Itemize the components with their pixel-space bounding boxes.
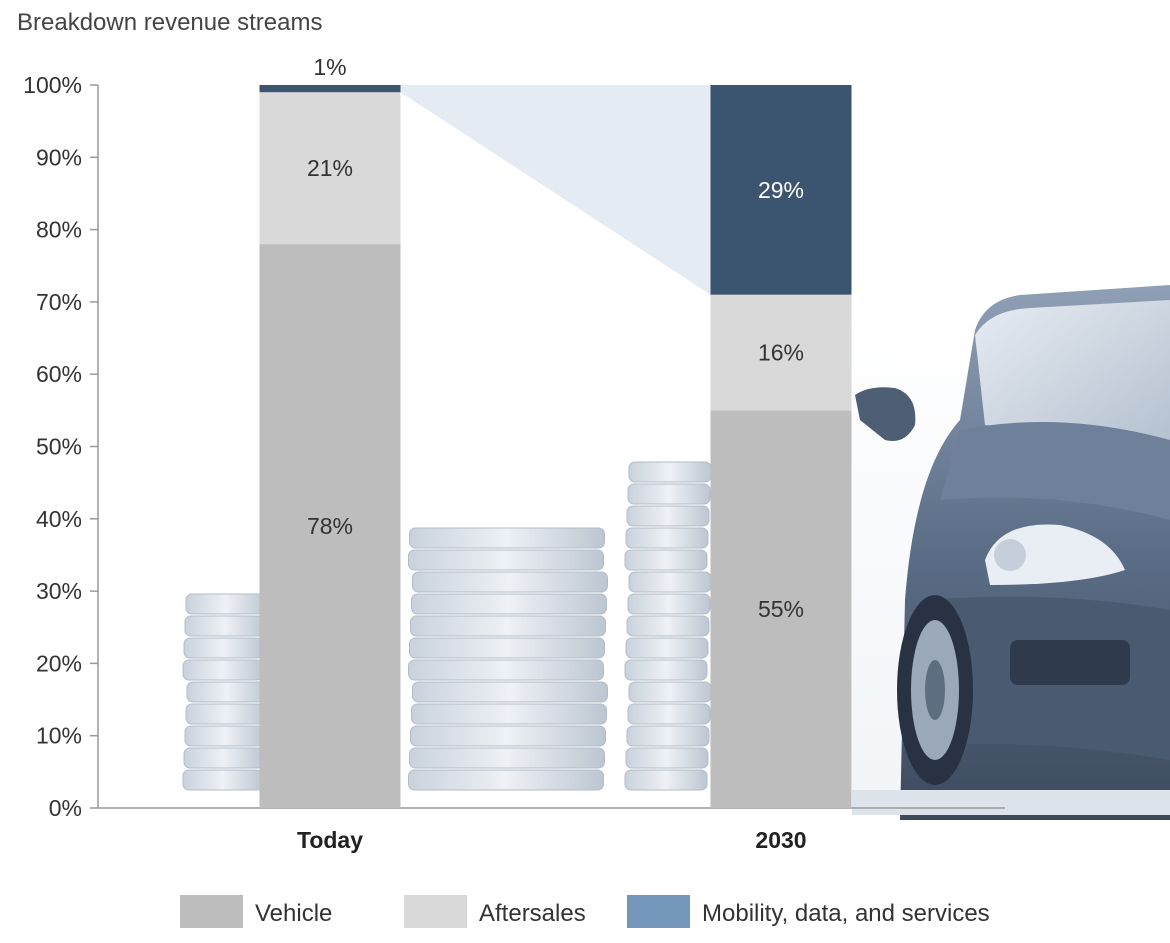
y-tick-label: 40% xyxy=(36,506,82,532)
y-tick-label: 90% xyxy=(36,144,82,170)
legend: Vehicle Aftersales Mobility, data, and ser… xyxy=(180,895,990,928)
legend-swatch xyxy=(627,895,690,928)
x-axis-labels: Today 2030 xyxy=(297,827,807,853)
bar-segment xyxy=(259,92,401,245)
data-label: 78% xyxy=(307,513,353,539)
coin-stack-right xyxy=(624,461,712,791)
y-tick-label: 80% xyxy=(36,217,82,243)
y-tick-label: 30% xyxy=(36,578,82,604)
mobility-connector xyxy=(400,85,711,295)
data-label: 55% xyxy=(758,596,804,622)
coin-stack-middle xyxy=(408,527,608,791)
bar-segment xyxy=(259,244,401,808)
data-label: 21% xyxy=(307,155,353,181)
car-illustration xyxy=(852,285,1170,820)
data-label: 16% xyxy=(758,340,804,366)
legend-label: Aftersales xyxy=(479,900,586,927)
y-axis: 0% 10% 20% 30% 40% 50% 60% 70% 80% 90% 100% xyxy=(23,72,1005,821)
y-tick-label: 70% xyxy=(36,289,82,315)
legend-label: Vehicle xyxy=(255,900,332,927)
bar-segment xyxy=(259,85,401,93)
legend-label: Mobility, data, and services xyxy=(702,900,990,927)
y-tick-label: 20% xyxy=(36,650,82,676)
data-label: 29% xyxy=(758,177,804,203)
y-tick-label: 50% xyxy=(36,434,82,460)
bar-segment xyxy=(710,85,852,295)
y-tick-label: 60% xyxy=(36,361,82,387)
y-tick-label: 10% xyxy=(36,723,82,749)
chart-title: Breakdown revenue streams xyxy=(17,9,322,36)
legend-swatch xyxy=(180,895,243,928)
y-tick-label: 0% xyxy=(49,795,82,821)
background-illustration xyxy=(182,285,1170,820)
data-label: 1% xyxy=(313,54,346,80)
y-tick-label: 100% xyxy=(23,72,82,98)
category-label: 2030 xyxy=(755,827,806,853)
category-label: Today xyxy=(297,827,363,853)
coin-stack-left xyxy=(182,593,268,791)
bar-segment xyxy=(710,410,852,808)
legend-swatch xyxy=(404,895,467,928)
bar-segment xyxy=(710,294,852,411)
bars: 78% 21% 1% 55% 16% 29% xyxy=(259,54,852,808)
